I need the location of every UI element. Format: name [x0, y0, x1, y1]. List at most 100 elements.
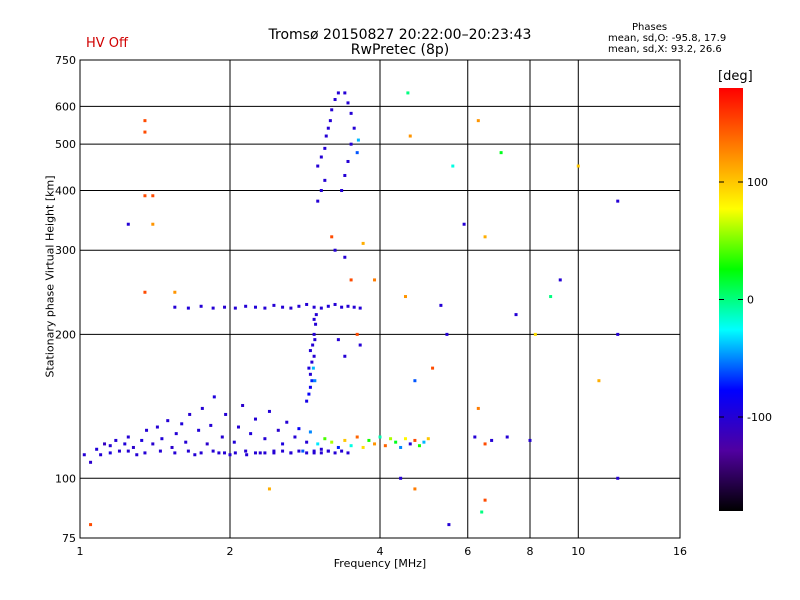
data-point [389, 437, 393, 441]
data-point [199, 451, 203, 455]
y-tick-label: 200 [55, 328, 76, 341]
data-point [297, 449, 301, 453]
data-point [143, 130, 147, 134]
data-point [151, 222, 155, 226]
data-point [314, 313, 318, 317]
data-point [319, 188, 323, 192]
data-point [346, 304, 350, 308]
data-point [233, 306, 237, 310]
data-point [89, 460, 93, 464]
data-point [352, 126, 356, 130]
data-point [253, 451, 257, 455]
data-point [307, 392, 311, 396]
data-point [378, 435, 382, 439]
data-point [186, 306, 190, 310]
data-point [293, 435, 297, 439]
data-point [349, 278, 353, 282]
data-point [308, 385, 312, 389]
data-point [155, 425, 159, 429]
data-point [276, 428, 280, 432]
data-point [263, 437, 267, 441]
data-point [311, 366, 315, 370]
data-point [499, 151, 503, 155]
data-point [223, 451, 227, 455]
data-point [413, 487, 417, 491]
x-tick-label: 10 [571, 545, 585, 558]
data-point [188, 412, 192, 416]
data-point [326, 126, 330, 130]
data-point [349, 111, 353, 115]
data-point [281, 305, 285, 309]
data-point [336, 445, 340, 449]
data-point [244, 449, 248, 453]
data-point [199, 304, 203, 308]
data-point [312, 449, 316, 453]
data-point [123, 442, 127, 446]
data-point [330, 108, 334, 112]
data-point [174, 432, 178, 436]
data-point [383, 444, 387, 448]
data-point [209, 423, 213, 427]
data-point [143, 194, 147, 198]
data-point [311, 343, 315, 347]
data-point [413, 438, 417, 442]
data-point [224, 412, 228, 416]
data-point [505, 435, 509, 439]
data-point [131, 445, 135, 449]
data-point [205, 442, 209, 446]
data-point [143, 290, 147, 294]
data-point [333, 451, 337, 455]
data-point [217, 451, 221, 455]
data-point [228, 453, 232, 457]
data-point [483, 442, 487, 446]
data-point [356, 138, 360, 142]
colorbar-tick-label: 100 [747, 176, 768, 189]
data-point [323, 178, 327, 182]
data-point [211, 449, 215, 453]
data-point [289, 451, 293, 455]
data-point [361, 445, 365, 449]
y-tick-label: 300 [55, 244, 76, 257]
data-point [313, 338, 317, 342]
data-point [258, 451, 262, 455]
data-point [241, 403, 245, 407]
data-point [346, 159, 350, 163]
data-point [333, 98, 337, 102]
data-point [336, 338, 340, 342]
data-point [597, 379, 601, 383]
y-tick-label: 600 [55, 100, 76, 113]
data-point [143, 451, 147, 455]
data-point [417, 444, 421, 448]
data-point [314, 322, 318, 326]
data-point [340, 449, 344, 453]
data-point [340, 188, 344, 192]
data-point [476, 406, 480, 410]
x-tick-label: 4 [377, 545, 384, 558]
data-point [328, 119, 332, 123]
data-point [394, 440, 398, 444]
data-point [200, 406, 204, 410]
data-point [326, 304, 330, 308]
data-point [403, 437, 407, 441]
data-point [151, 194, 155, 198]
data-point [439, 303, 443, 307]
data-point [408, 134, 412, 138]
data-point [312, 332, 316, 336]
data-point [373, 278, 377, 282]
data-point [349, 444, 353, 448]
data-point [249, 432, 253, 436]
data-point [333, 302, 337, 306]
x-axis-label: Frequency [MHz] [333, 557, 427, 570]
data-point [166, 419, 170, 423]
data-point [126, 435, 130, 439]
data-point [373, 442, 377, 446]
y-tick-label: 400 [55, 184, 76, 197]
data-point [403, 295, 407, 299]
data-point [399, 445, 403, 449]
data-point [281, 449, 285, 453]
data-point [173, 305, 177, 309]
data-point [361, 241, 365, 245]
chart-subtitle: RwPretec (8p) [350, 42, 450, 58]
data-point [297, 427, 301, 431]
data-point [326, 449, 330, 453]
